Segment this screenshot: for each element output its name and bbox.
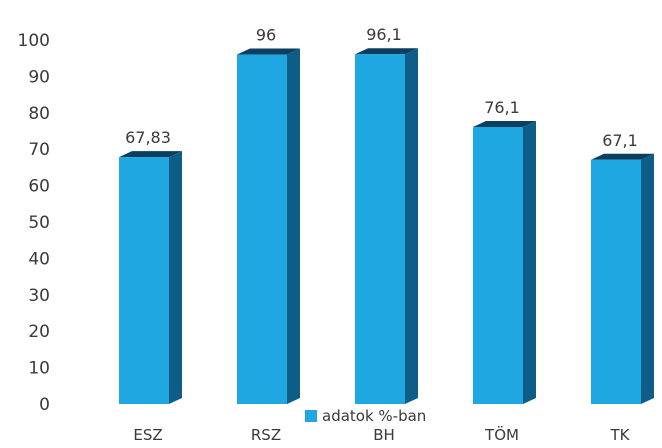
bar-top: [237, 48, 300, 55]
bars: [119, 48, 654, 405]
bar-front: [473, 126, 523, 404]
bar: [355, 48, 418, 405]
bar-top: [591, 153, 654, 160]
bar-front: [591, 159, 641, 404]
data-label: 96,1: [366, 25, 402, 44]
legend: adatok %-ban: [305, 407, 426, 425]
x-tick-label: BH: [373, 426, 395, 444]
bar-side: [169, 151, 182, 404]
x-tick-label: RSZ: [251, 426, 281, 444]
y-tick-label: 10: [28, 359, 50, 379]
bar: [237, 48, 300, 405]
data-label: 67,83: [125, 128, 171, 147]
x-tick-label: ESZ: [133, 426, 162, 444]
y-tick-label: 50: [28, 213, 50, 233]
y-tick-label: 90: [28, 67, 50, 87]
bar-side: [287, 48, 300, 405]
bar: [591, 153, 654, 404]
bar-front: [355, 54, 405, 405]
bar: [473, 120, 536, 404]
bar-side: [523, 120, 536, 404]
bar-top: [473, 120, 536, 127]
legend-swatch: [305, 410, 317, 422]
data-label: 76,1: [484, 98, 520, 117]
y-tick-label: 100: [18, 31, 50, 51]
bar-top: [119, 151, 182, 158]
x-tick-label: TÖM: [484, 425, 519, 444]
y-axis: 0 10 20 30 40 50 60 70 80 90 100: [18, 31, 50, 415]
bar-top: [355, 48, 418, 55]
x-axis: ESZ RSZ BH TÖM TK: [133, 425, 630, 444]
y-tick-label: 20: [28, 322, 50, 342]
data-label: 96: [256, 26, 276, 45]
y-tick-label: 30: [28, 286, 50, 306]
bar-side: [641, 153, 654, 404]
data-label: 67,1: [602, 131, 638, 150]
y-tick-label: 70: [28, 140, 50, 160]
y-tick-label: 80: [28, 104, 50, 124]
x-tick-label: TK: [610, 426, 631, 444]
bar-front: [237, 54, 287, 405]
bar: [119, 151, 182, 404]
y-tick-label: 60: [28, 177, 50, 197]
data-labels: 67,83 96 96,1 76,1 67,1: [125, 25, 638, 150]
legend-label: adatok %-ban: [322, 407, 426, 425]
bar-side: [405, 48, 418, 405]
y-tick-label: 0: [39, 395, 50, 415]
y-tick-label: 40: [28, 249, 50, 269]
bar-front: [119, 157, 169, 404]
